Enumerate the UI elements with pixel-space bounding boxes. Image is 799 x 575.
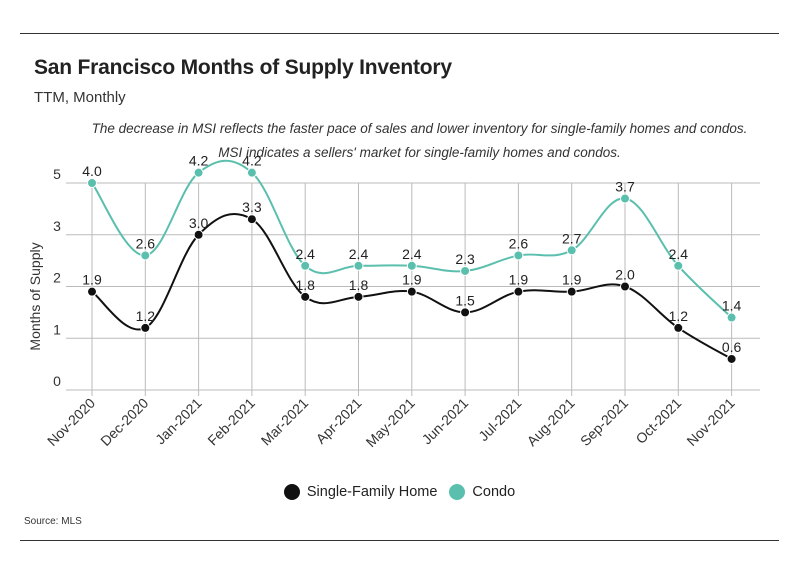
data-point-single-family xyxy=(406,286,417,297)
chart-note-line-2: MSI indicates a sellers' market for sing… xyxy=(218,145,621,160)
y-tick-label: 2 xyxy=(53,270,61,286)
data-label-single-family: 1.2 xyxy=(136,308,156,324)
y-tick-label: 1 xyxy=(53,321,61,337)
chart-note-line-1: The decrease in MSI reflects the faster … xyxy=(91,121,748,136)
data-label-single-family: 3.3 xyxy=(242,199,262,215)
x-tick-label: Jan-2021 xyxy=(152,395,205,448)
x-tick-label: Nov-2021 xyxy=(683,395,737,449)
data-point-condo xyxy=(673,260,684,271)
legend-swatch-condo xyxy=(449,484,466,500)
data-label-condo: 1.4 xyxy=(722,298,742,314)
data-label-condo: 2.4 xyxy=(669,246,689,262)
data-label-condo: 2.6 xyxy=(509,235,529,251)
data-point-single-family xyxy=(300,291,311,302)
data-point-single-family xyxy=(566,286,577,297)
x-tick-label: Jul-2021 xyxy=(475,395,524,444)
y-tick-label: 0 xyxy=(53,373,61,389)
data-label-condo: 4.2 xyxy=(242,153,262,169)
data-label-condo: 2.7 xyxy=(562,230,582,246)
data-label-condo: 4.0 xyxy=(82,163,102,179)
x-tick-label: Oct-2021 xyxy=(632,395,684,447)
data-label-single-family: 1.8 xyxy=(295,277,315,293)
data-point-single-family xyxy=(620,281,630,292)
x-tick-label: Feb-2021 xyxy=(204,395,258,449)
data-point-single-family xyxy=(193,229,204,240)
data-label-single-family: 1.9 xyxy=(402,272,422,288)
data-label-single-family: 1.2 xyxy=(669,308,689,324)
data-point-condo xyxy=(460,265,471,276)
x-tick-label: Nov-2020 xyxy=(44,395,98,449)
data-point-single-family xyxy=(726,353,737,364)
data-label-single-family: 1.8 xyxy=(349,277,369,293)
legend-label-single-family: Single-Family Home xyxy=(306,484,438,500)
data-label-condo: 4.2 xyxy=(189,153,209,169)
x-tick-label: Mar-2021 xyxy=(258,395,312,449)
legend-item-single-family: Single-Family Home xyxy=(283,484,438,500)
data-point-condo xyxy=(300,260,311,271)
data-point-single-family xyxy=(673,322,684,333)
data-point-single-family xyxy=(246,214,257,225)
x-tick-label: Dec-2020 xyxy=(97,395,151,449)
data-label-condo: 2.4 xyxy=(295,246,315,262)
data-label-single-family: 1.9 xyxy=(562,272,582,288)
data-label-single-family: 1.9 xyxy=(509,272,529,288)
data-label-single-family: 3.0 xyxy=(189,215,209,231)
legend-swatch-single-family xyxy=(283,484,300,500)
data-point-condo xyxy=(87,178,97,188)
legend-label-condo: Condo xyxy=(472,484,516,500)
data-label-condo: 3.7 xyxy=(615,179,635,195)
data-point-single-family xyxy=(513,286,524,297)
data-point-single-family xyxy=(353,291,364,302)
chart-subtitle: TTM, Monthly xyxy=(34,89,126,106)
data-point-condo xyxy=(140,250,151,261)
data-label-single-family: 1.5 xyxy=(455,292,475,308)
bottom-rule xyxy=(20,540,779,541)
x-tick-label: Apr-2021 xyxy=(313,395,365,447)
data-label-single-family: 1.9 xyxy=(82,272,102,288)
data-point-condo xyxy=(193,167,204,178)
chart-legend: Single-Family Home Condo xyxy=(0,484,799,500)
data-label-condo: 2.3 xyxy=(455,251,475,267)
source-note: Source: MLS xyxy=(24,516,82,527)
data-point-single-family xyxy=(460,307,471,318)
data-point-condo xyxy=(406,260,417,271)
top-rule xyxy=(20,33,779,34)
data-point-single-family xyxy=(87,286,97,297)
y-tick-label: 5 xyxy=(53,166,61,182)
data-point-condo xyxy=(246,167,257,178)
chart-title: San Francisco Months of Supply Inventory xyxy=(34,56,452,79)
x-tick-label: Aug-2021 xyxy=(524,395,578,449)
x-tick-label: Jun-2021 xyxy=(419,395,472,448)
x-tick-label: Sep-2021 xyxy=(577,395,631,449)
y-tick-label: 3 xyxy=(53,218,61,234)
data-label-single-family: 0.6 xyxy=(722,339,742,355)
data-point-condo xyxy=(513,250,524,261)
data-point-condo xyxy=(726,312,737,323)
data-label-condo: 2.4 xyxy=(402,246,422,262)
y-axis-title: Months of Supply xyxy=(27,242,43,350)
data-point-condo xyxy=(620,193,630,204)
data-label-condo: 2.6 xyxy=(136,235,156,251)
data-point-condo xyxy=(353,260,364,271)
legend-item-condo: Condo xyxy=(449,484,515,500)
data-label-condo: 2.4 xyxy=(349,246,369,262)
data-point-single-family xyxy=(140,322,151,333)
x-tick-label: May-2021 xyxy=(363,395,418,450)
data-point-condo xyxy=(566,245,577,256)
data-label-single-family: 2.0 xyxy=(615,267,635,283)
